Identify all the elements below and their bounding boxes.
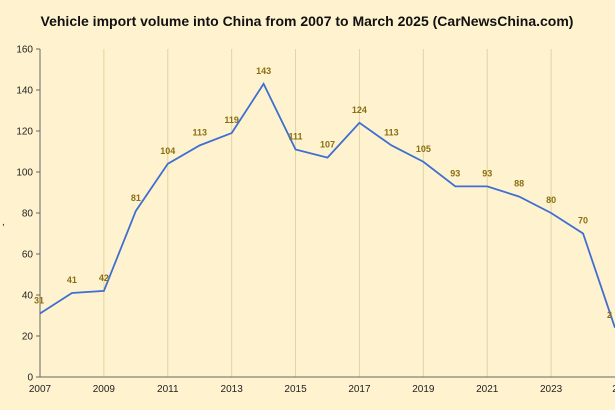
gridlines <box>103 49 552 377</box>
x-tick-label: 2023 <box>540 384 563 395</box>
y-tick-label: 100 <box>16 168 33 179</box>
import-volume-line <box>39 82 615 329</box>
x-tick-label: 2007 <box>29 384 52 395</box>
data-label: 111 <box>289 131 303 141</box>
data-label: 113 <box>384 127 399 137</box>
y-tick-label: 60 <box>22 250 34 261</box>
data-label: 88 <box>514 179 524 189</box>
data-label: 124 <box>352 105 367 115</box>
data-label: 113 <box>192 127 207 137</box>
x-tick-label: 2011 <box>157 384 179 395</box>
y-tick-label: 140 <box>16 86 33 97</box>
x-tick-label: 2019 <box>412 384 435 395</box>
y-tick-label: 80 <box>22 209 34 220</box>
x-tick-label: 2013 <box>221 384 244 395</box>
y-tick-label: 120 <box>16 127 33 138</box>
y-axis-label-fragment: , <box>2 217 5 228</box>
y-tick-label: 20 <box>22 332 34 343</box>
data-label: 107 <box>320 140 335 150</box>
data-label: 2 <box>607 310 612 320</box>
series-layer <box>39 82 615 329</box>
x-tick-label: 2015 <box>284 384 307 395</box>
tick-labels: 2007200920112013201520172019202120232020… <box>16 45 615 396</box>
data-label: 31 <box>34 295 44 305</box>
y-tick-label: 160 <box>16 45 33 56</box>
y-tick-label: 0 <box>27 373 33 384</box>
data-label: 80 <box>546 195 556 205</box>
data-label: 119 <box>224 115 239 125</box>
data-label: 41 <box>67 275 77 285</box>
y-tick-label: 40 <box>22 291 34 302</box>
axes <box>36 48 615 378</box>
chart-title: Vehicle import volume into China from 20… <box>41 13 574 29</box>
data-label: 81 <box>131 193 141 203</box>
data-label: 70 <box>578 216 588 226</box>
data-label: 42 <box>99 273 109 283</box>
data-label: 93 <box>450 168 460 178</box>
x-tick-label: 2021 <box>476 384 499 395</box>
data-label: 104 <box>160 146 175 156</box>
x-tick-label: 2017 <box>348 384 371 395</box>
x-tick-label: 2009 <box>93 384 116 395</box>
data-labels-layer: 31 41 42 81 104 113 119 143 111 107 124 113 105 93 93 8… <box>34 66 612 320</box>
data-label: 143 <box>256 66 271 76</box>
data-label: 93 <box>482 168 492 178</box>
data-label: 105 <box>416 144 431 154</box>
x-tick-label: 2 <box>612 384 615 395</box>
